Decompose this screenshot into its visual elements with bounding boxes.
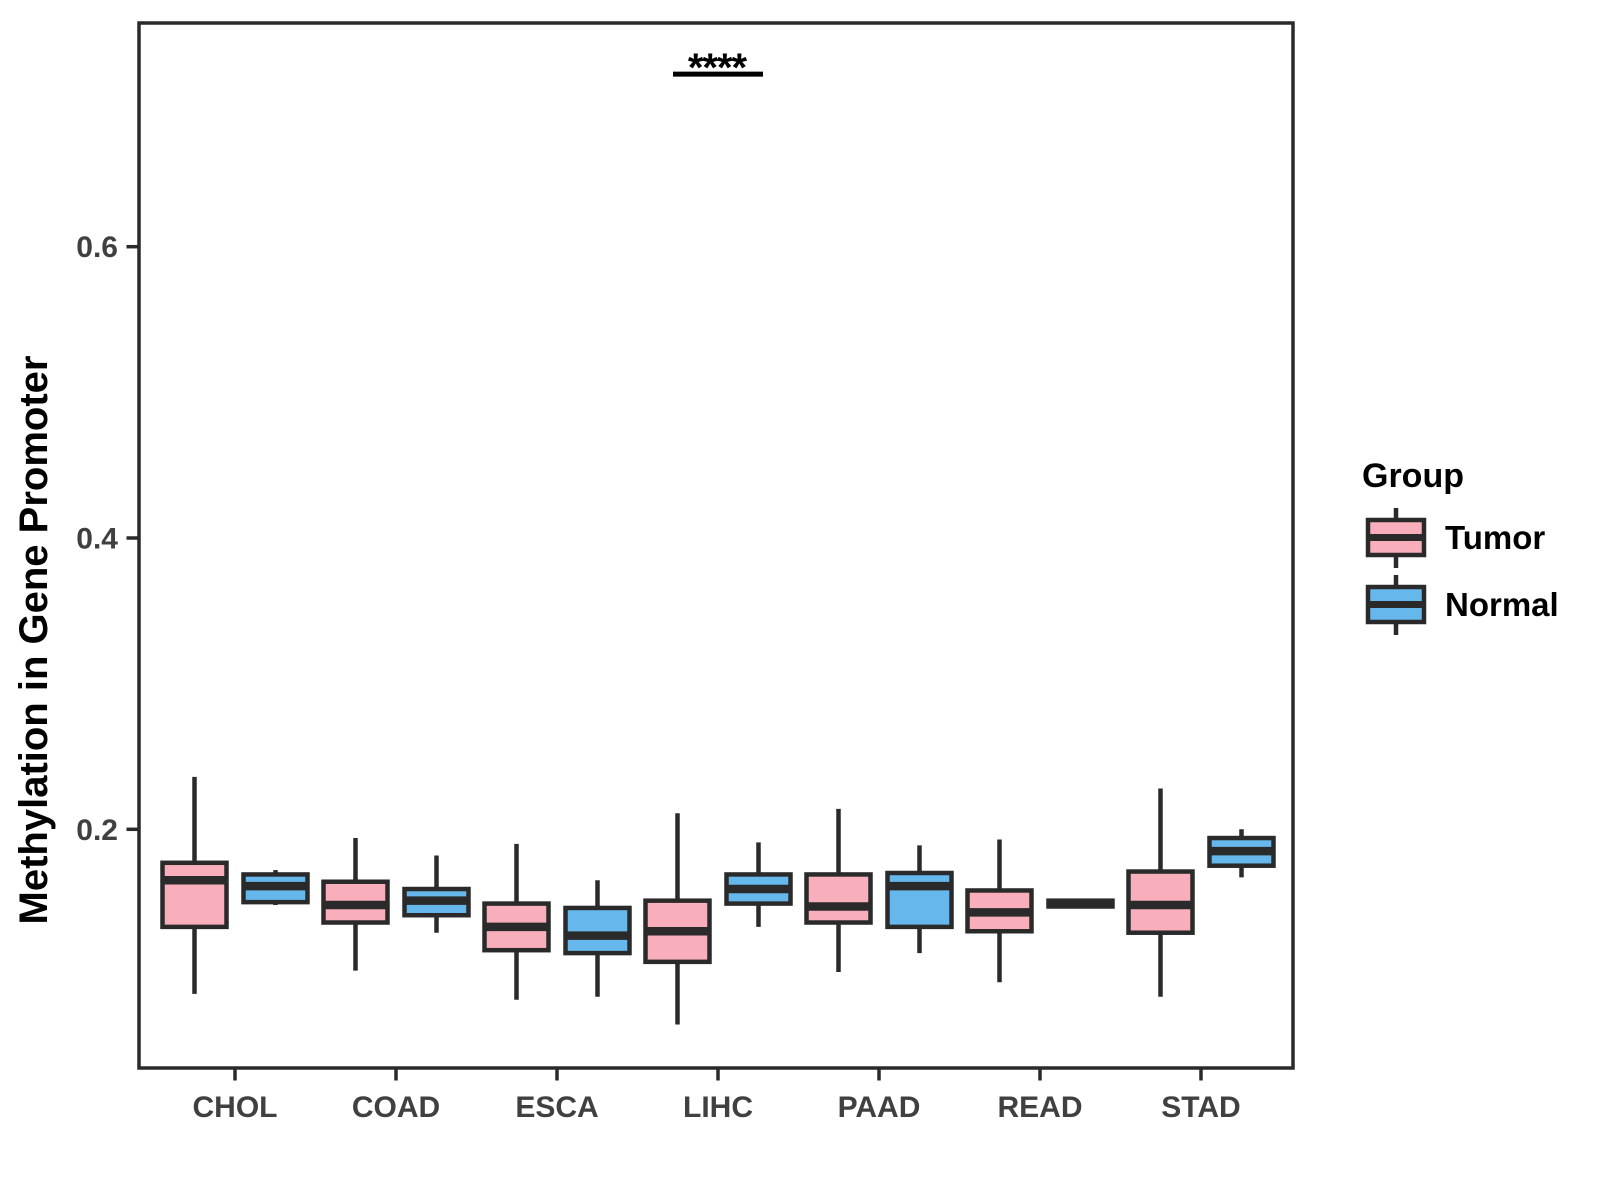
x-tick-label-READ: READ <box>997 1091 1082 1124</box>
y-tick-label-0.6: 0.6 <box>76 231 118 264</box>
boxplot-tumor-CHOL-box <box>160 860 229 930</box>
y-tick-label-0.4: 0.4 <box>76 523 118 556</box>
boxplot-tumor-PAAD-box <box>804 872 873 925</box>
legend-label-tumor: Tumor <box>1445 519 1545 556</box>
x-tick-label-STAD: STAD <box>1161 1091 1240 1124</box>
plot-panel-border <box>137 21 1295 1070</box>
x-tick-label-LIHC: LIHC <box>683 1091 753 1124</box>
legend-key-tumor <box>1365 508 1427 568</box>
legend: Group Tumor Normal <box>1362 457 1559 635</box>
x-tick-label-PAAD: PAAD <box>838 1091 921 1124</box>
x-tick-label-CHOL: CHOL <box>193 1091 278 1124</box>
y-axis-title: Methylation in Gene Promoter <box>12 356 56 925</box>
legend-key-normal <box>1365 575 1427 635</box>
x-tick-label-ESCA: ESCA <box>515 1091 598 1124</box>
y-tick-label-0.2: 0.2 <box>76 814 118 847</box>
significance-stars: **** <box>688 46 748 90</box>
legend-label-normal: Normal <box>1445 586 1559 623</box>
boxplot-normal-ESCA-box <box>563 905 632 956</box>
x-tick-label-COAD: COAD <box>352 1091 440 1124</box>
boxplot-normal-PAAD-box <box>885 870 954 930</box>
legend-title: Group <box>1362 457 1464 495</box>
plot-layer: 0.2 0.4 0.6 CHOL COAD ESCA LIHC PAAD READ STAD <box>76 71 1276 1124</box>
